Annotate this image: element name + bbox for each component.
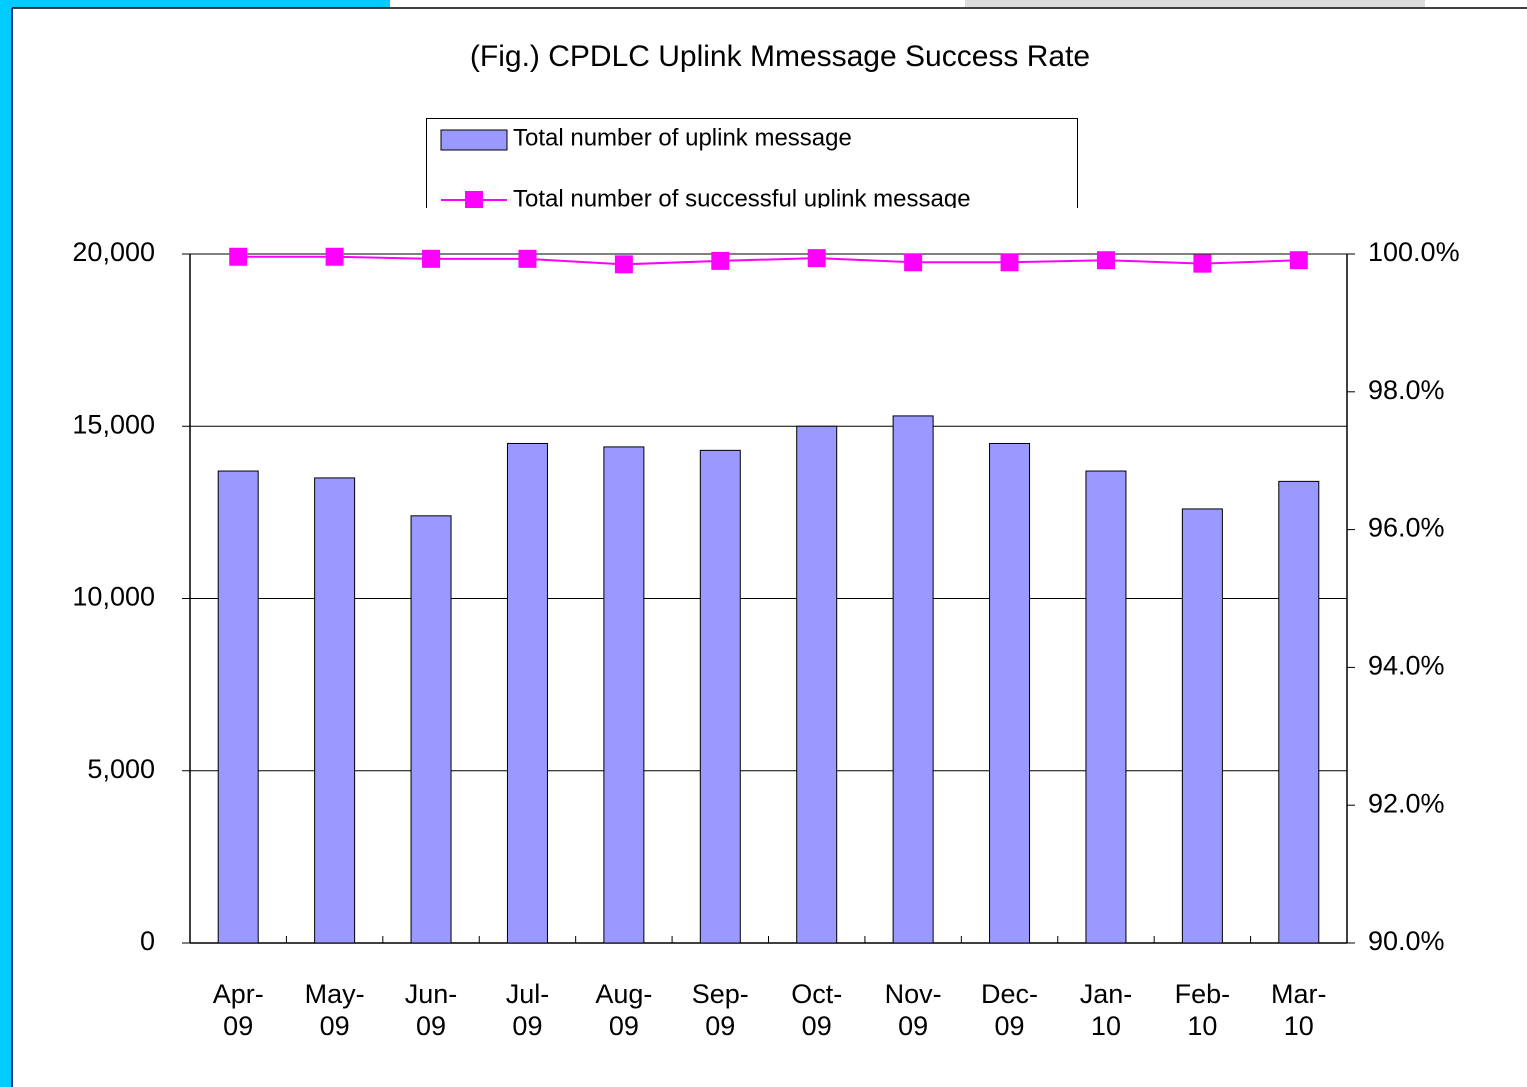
marker <box>711 251 730 270</box>
legend-graphics: Total number of uplink message Total numb… <box>440 124 971 208</box>
bar <box>217 470 259 944</box>
x-tick-label: Nov- 09 <box>884 979 942 1041</box>
x-tick-label: Dec- 09 <box>981 979 1039 1041</box>
y-tick-label: 5,000 <box>87 754 155 784</box>
x-tick-label: Feb- 10 <box>1174 979 1231 1041</box>
y-tick-label: 0 <box>140 926 155 956</box>
marker <box>807 249 826 268</box>
x-tick-label: Jan- 10 <box>1079 979 1133 1041</box>
y-tick-label: 15,000 <box>72 409 155 439</box>
bar <box>1278 480 1320 944</box>
bar <box>1181 508 1223 944</box>
marker <box>422 249 441 268</box>
legend-swatch <box>440 129 508 151</box>
x-tick-label: Mar- 10 <box>1271 979 1327 1041</box>
x-tick-label: May- 09 <box>304 979 365 1041</box>
legend-label: Total number of uplink message <box>513 124 852 151</box>
bar <box>699 449 741 944</box>
y-tick-label: 20,000 <box>72 237 155 267</box>
y2-tick-label: 94.0% <box>1368 651 1445 681</box>
x-tick-label: Oct- 09 <box>791 979 843 1041</box>
side-strip <box>0 0 12 1087</box>
marker <box>1289 251 1308 270</box>
marker <box>1193 254 1212 273</box>
legend-label: Total number of successful uplink messag… <box>513 185 971 208</box>
bar <box>603 446 645 944</box>
bar <box>314 477 356 944</box>
y2-tick-label: 98.0% <box>1368 375 1445 405</box>
x-tick-label: Jul- 09 <box>505 979 550 1041</box>
y2-tick-label: 90.0% <box>1368 926 1445 956</box>
marker <box>518 249 537 268</box>
top-strip <box>0 0 390 8</box>
legend-marker <box>465 191 483 208</box>
bar <box>892 415 934 944</box>
marker <box>1096 251 1115 270</box>
legend: Total number of uplink message Total numb… <box>426 118 1078 208</box>
marker <box>325 247 344 266</box>
y2-tick-label: 96.0% <box>1368 513 1445 543</box>
marker <box>904 253 923 272</box>
marker <box>614 255 633 274</box>
x-tick-label: Apr- 09 <box>212 979 264 1041</box>
image-fragment <box>965 0 1425 7</box>
y2-tick-label: 92.0% <box>1368 788 1445 818</box>
chart-title: (Fig.) CPDLC Uplink Mmessage Success Rat… <box>470 40 1090 73</box>
x-tick-label: Aug- 09 <box>595 979 653 1041</box>
bar <box>796 425 838 944</box>
marker <box>229 247 248 266</box>
y2-tick-label: 100.0% <box>1368 237 1460 267</box>
marker <box>1000 253 1019 272</box>
bar <box>1085 470 1127 944</box>
line <box>238 255 1299 266</box>
bar <box>506 442 548 944</box>
x-tick-label: Sep- 09 <box>691 979 749 1041</box>
x-tick-label: Jun- 09 <box>404 979 458 1041</box>
bar <box>410 515 452 944</box>
y-tick-label: 10,000 <box>72 582 155 612</box>
bar <box>989 442 1031 944</box>
